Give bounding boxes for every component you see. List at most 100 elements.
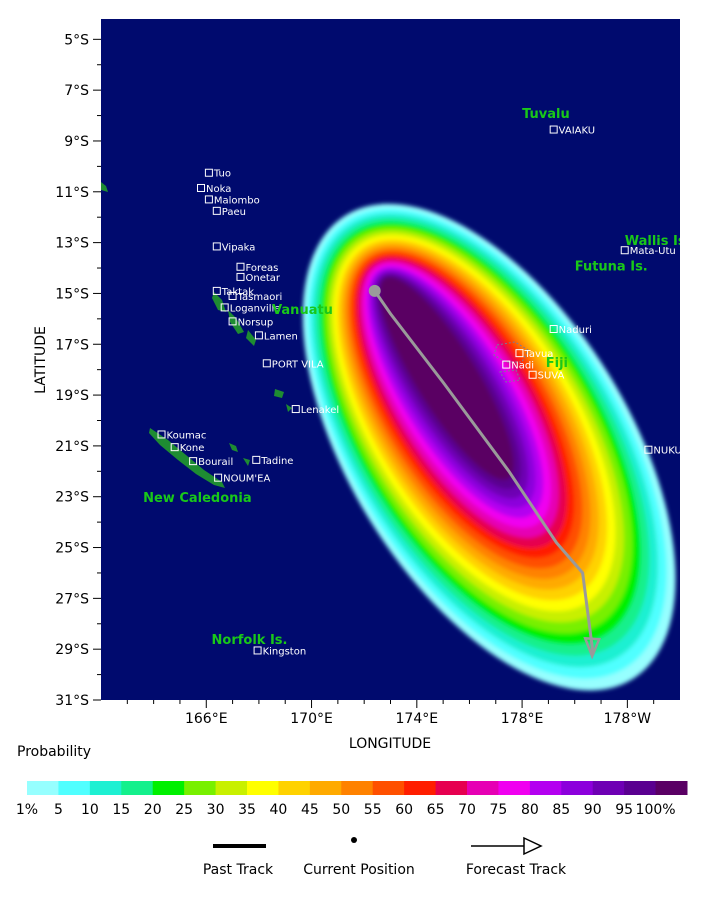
- y-tick-label: 5°S: [64, 32, 89, 48]
- place-label: Lamen: [264, 331, 298, 342]
- legend-swatch: [498, 781, 531, 795]
- legend-swatch: [121, 781, 154, 795]
- place-marker: [549, 325, 558, 334]
- solomon-island: [101, 182, 108, 192]
- vanuatu-island: [212, 292, 226, 312]
- place-label: Tadine: [260, 456, 293, 467]
- place-marker: [252, 455, 261, 464]
- legend-swatch: [592, 781, 625, 795]
- legend-swatch: [89, 781, 122, 795]
- loyalty-island: [229, 443, 238, 452]
- legend-swatch: [58, 781, 91, 795]
- region-labels: Tuvalu Wallis Is. Futuna Is. Vanuatu Fiji Ton…: [143, 107, 720, 648]
- place-marker: [228, 317, 237, 326]
- past-track-key-label: Past Track: [203, 862, 274, 878]
- place-marker: [528, 370, 537, 379]
- y-tick-label: 17°S: [55, 337, 89, 353]
- place-marker: [220, 303, 229, 312]
- region-label: New Caledonia: [143, 491, 252, 506]
- land-masses: [101, 182, 292, 488]
- place-marker: [254, 331, 263, 340]
- y-tick-label: 27°S: [55, 591, 89, 607]
- place-marker: [228, 291, 237, 300]
- legend-bin-label: 30: [207, 802, 225, 818]
- x-tick-label: 170°E: [290, 711, 333, 727]
- legend-title: Probability: [17, 744, 91, 760]
- place-label: Vipaka: [222, 242, 256, 253]
- place-label: Kingston: [263, 646, 307, 657]
- vanuatu-island: [274, 389, 284, 398]
- place-label: Onetar: [245, 273, 280, 284]
- place-label: Norsup: [238, 317, 274, 328]
- y-tick-label: 11°S: [55, 185, 89, 201]
- y-tick-label: 19°S: [55, 388, 89, 404]
- legend-swatch: [404, 781, 437, 795]
- new-caledonia-island: [149, 428, 225, 488]
- y-tick-label: 25°S: [55, 541, 89, 557]
- vanuatu-island: [286, 404, 292, 412]
- region-label: Futuna Is.: [575, 260, 648, 275]
- legend-bin-label: 85: [552, 802, 570, 818]
- place-marker: [197, 183, 206, 192]
- place-marker: [502, 360, 511, 369]
- place-label: PORT VILA: [272, 359, 324, 370]
- legend-bin-label: 90: [584, 802, 602, 818]
- place-label: NUKU' ALOFA: [653, 446, 719, 457]
- legend-bin-label: 20: [144, 802, 162, 818]
- legend-swatch: [215, 781, 248, 795]
- current-position-key-dot: [351, 837, 357, 843]
- legend-swatch: [529, 781, 562, 795]
- legend-swatch: [372, 781, 405, 795]
- legend-swatch: [435, 781, 468, 795]
- fiji-islands: [493, 341, 529, 383]
- legend-bin-label: 70: [458, 802, 476, 818]
- place-label: Kone: [180, 443, 205, 454]
- x-tick-label: 178°W: [604, 711, 652, 727]
- forecast-track-key-label: Forecast Track: [466, 862, 567, 878]
- legend-swatch: [184, 781, 217, 795]
- legend-swatch: [624, 781, 657, 795]
- forecast-track: [368, 284, 601, 660]
- legend-swatch: [655, 781, 688, 795]
- legend-swatch: [561, 781, 594, 795]
- place-marker: [236, 272, 245, 281]
- place-marker: [214, 473, 223, 482]
- current-position-key-label: Current Position: [303, 862, 415, 878]
- legend-bin-label: 45: [301, 802, 319, 818]
- current-position-marker: [368, 284, 381, 297]
- place-marker: [291, 405, 300, 414]
- place-label: Loganville: [230, 303, 281, 314]
- place-label: Tasmaori: [237, 292, 283, 303]
- vanuatu-island: [246, 330, 256, 346]
- place-label: Koumac: [167, 430, 207, 441]
- region-label: Norfolk Is.: [212, 633, 288, 648]
- map-axes: 5°S 7°S 9°S 11°S 13°S 15°S 17°S 19°S 21°S 23°S 25°…: [55, 32, 655, 727]
- region-label: Vanuatu: [272, 303, 333, 318]
- place-label: Lenakel: [301, 405, 339, 416]
- place-marker: [644, 445, 653, 454]
- legend-bin-label: 60: [395, 802, 413, 818]
- place-label: Tuo: [213, 169, 231, 180]
- place-marker: [262, 359, 271, 368]
- y-tick-label: 13°S: [55, 236, 89, 252]
- y-tick-label: 21°S: [55, 439, 89, 455]
- place-label: VAIAKU: [559, 126, 595, 137]
- y-tick-label: 31°S: [55, 693, 89, 709]
- legend-bin-label: 25: [175, 802, 193, 818]
- place-label: Bourail: [198, 457, 233, 468]
- legend-bin-label: 55: [364, 802, 382, 818]
- region-label: Tuvalu: [522, 107, 570, 122]
- legend-bin-label: 65: [427, 802, 445, 818]
- y-axis-title: LATITUDE: [33, 326, 49, 394]
- place-marker: [204, 168, 213, 177]
- place-marker: [212, 206, 221, 215]
- place-label: Noka: [206, 184, 231, 195]
- legend-bin-label: 50: [332, 802, 350, 818]
- legend-swatch: [467, 781, 499, 795]
- place-marker: [515, 349, 524, 358]
- region-label: Tonga: [683, 415, 720, 430]
- place-marker: [236, 262, 245, 271]
- legend-bin-label: 1%: [16, 802, 38, 818]
- legend-swatch: [247, 781, 279, 795]
